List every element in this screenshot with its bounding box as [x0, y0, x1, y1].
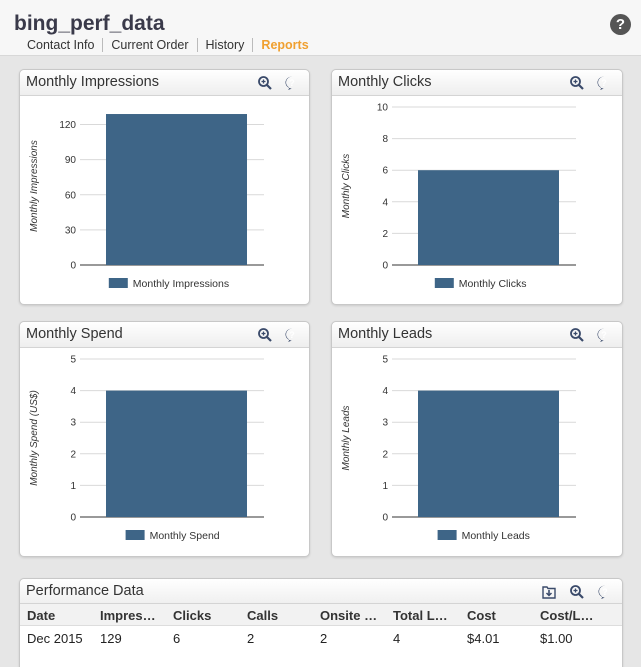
y-tick-label: 1: [382, 481, 388, 492]
tab-current-order[interactable]: Current Order: [102, 38, 196, 52]
legend-swatch: [108, 278, 128, 288]
svg-text:?: ?: [601, 78, 607, 88]
y-tick-label: 8: [382, 134, 388, 145]
help-bubble-icon[interactable]: ?: [284, 327, 300, 343]
column-header-calls[interactable]: Calls: [247, 608, 279, 623]
table-cell: 6: [173, 631, 181, 646]
column-header-impressions[interactable]: Impres…: [100, 608, 156, 623]
y-tick-label: 2: [382, 449, 388, 460]
y-tick-label: 0: [382, 261, 388, 272]
help-bubble-icon[interactable]: ?: [596, 75, 612, 91]
y-tick-label: 5: [382, 355, 388, 366]
y-tick-label: 60: [65, 190, 77, 201]
column-header-cost-per-lead[interactable]: Cost/L…: [540, 608, 594, 623]
legend-label: Monthly Clicks: [459, 278, 527, 290]
y-tick-label: 5: [70, 355, 76, 366]
table-cell: 2: [247, 631, 255, 646]
zoom-icon[interactable]: [569, 327, 585, 343]
chart-monthly-clicks: 0 2 4 6 8 10 Monthly Clicks Monthly Clicks: [341, 103, 576, 290]
column-header-total-leads[interactable]: Total L…: [393, 608, 448, 623]
panel-monthly-leads: Monthly Leads ? 0 1 2 3 4 5 Monthly Leads Month…: [331, 321, 623, 557]
y-tick-label: 120: [59, 120, 76, 131]
table-cell: 129: [100, 631, 122, 646]
column-header-date[interactable]: Date: [27, 608, 56, 623]
svg-text:?: ?: [289, 78, 295, 88]
zoom-icon[interactable]: [257, 75, 273, 91]
column-header-clicks[interactable]: Clicks: [173, 608, 212, 623]
legend-label: Monthly Spend: [150, 530, 220, 542]
panel-header: Performance Data ?: [20, 579, 622, 604]
panel-performance-data: Performance Data ? Date Impres… Clicks C…: [19, 578, 623, 667]
table-cell: 4: [393, 631, 401, 646]
panel-title: Performance Data: [26, 583, 144, 599]
top-bar: bing_perf_data ? Contact Info Current Or…: [0, 0, 641, 56]
panel-title: Monthly Leads: [338, 326, 433, 342]
y-tick-label: 2: [382, 229, 388, 240]
y-axis-label: Monthly Impressions: [29, 140, 40, 232]
svg-text:?: ?: [601, 330, 607, 340]
chart-monthly-spend: 0 1 2 3 4 5 Monthly Spend (US$) Monthly Spend: [29, 355, 264, 542]
column-header-cost[interactable]: Cost: [467, 608, 496, 623]
panel-title: Monthly Spend: [26, 326, 123, 342]
svg-text:?: ?: [289, 330, 295, 340]
help-bubble-icon[interactable]: ?: [596, 327, 612, 343]
table-cell: $4.01: [467, 631, 500, 646]
y-tick-label: 0: [70, 261, 76, 272]
zoom-icon[interactable]: [569, 75, 585, 91]
panel-title: Monthly Impressions: [26, 74, 159, 90]
tab-contact-info[interactable]: Contact Info: [27, 38, 95, 52]
y-tick-label: 4: [70, 386, 76, 397]
legend-label: Monthly Impressions: [133, 278, 229, 290]
panel-header: Monthly Impressions ?: [20, 70, 309, 96]
y-tick-label: 0: [382, 513, 388, 524]
help-bubble-icon[interactable]: ?: [284, 75, 300, 91]
app-title: bing_perf_data: [14, 12, 165, 35]
tab-history[interactable]: History: [196, 38, 253, 52]
panel-header: Monthly Clicks ?: [332, 70, 622, 96]
bar: [106, 390, 247, 517]
table-header: Date Impres… Clicks Calls Onsite … Total…: [20, 604, 622, 626]
column-header-onsite[interactable]: Onsite …: [320, 608, 378, 623]
y-tick-label: 0: [70, 513, 76, 524]
y-axis-label: Monthly Spend (US$): [29, 390, 40, 486]
y-tick-label: 4: [382, 197, 388, 208]
help-bubble-icon[interactable]: ?: [597, 584, 613, 600]
bar: [418, 170, 559, 265]
tab-reports[interactable]: Reports: [252, 38, 316, 52]
bar: [418, 390, 559, 517]
y-tick-label: 90: [65, 155, 77, 166]
svg-text:?: ?: [602, 587, 608, 597]
legend-label: Monthly Leads: [462, 530, 530, 542]
y-tick-label: 3: [382, 418, 388, 429]
legend-swatch: [434, 278, 454, 288]
y-tick-label: 10: [377, 103, 389, 114]
panel-header: Monthly Leads ?: [332, 322, 622, 348]
y-tick-label: 30: [65, 225, 77, 236]
legend-swatch: [437, 530, 457, 540]
y-tick-label: 2: [70, 449, 76, 460]
chart-monthly-leads: 0 1 2 3 4 5 Monthly Leads Monthly Leads: [341, 355, 576, 542]
y-tick-label: 1: [70, 481, 76, 492]
panel-monthly-clicks: Monthly Clicks ? 0 2 4 6 8 10 Monthly Clicks Mo…: [331, 69, 623, 305]
zoom-icon[interactable]: [569, 584, 585, 600]
y-axis-label: Monthly Leads: [341, 405, 352, 470]
y-axis-label: Monthly Clicks: [341, 154, 352, 218]
table-cell: Dec 2015: [27, 631, 83, 646]
y-tick-label: 4: [382, 386, 388, 397]
panel-title: Monthly Clicks: [338, 74, 432, 90]
export-icon[interactable]: [541, 584, 557, 600]
panel-monthly-impressions: Monthly Impressions ? 0 30 60 90 120 Monthly …: [19, 69, 310, 305]
table-cell: 2: [320, 631, 328, 646]
tab-bar: Contact Info Current Order History Repor…: [18, 38, 317, 52]
panel-monthly-spend: Monthly Spend ? 0 1 2 3 4 5 Monthly Spend (US$…: [19, 321, 310, 557]
zoom-icon[interactable]: [257, 327, 273, 343]
bar: [106, 114, 247, 266]
y-tick-label: 3: [70, 418, 76, 429]
legend-swatch: [125, 530, 145, 540]
table-cell: $1.00: [540, 631, 573, 646]
y-tick-label: 6: [382, 166, 388, 177]
chart-monthly-impressions: 0 30 60 90 120 Monthly Impressions Monthly Imp…: [29, 114, 264, 290]
panel-header: Monthly Spend ?: [20, 322, 309, 348]
help-icon[interactable]: ?: [610, 14, 631, 35]
